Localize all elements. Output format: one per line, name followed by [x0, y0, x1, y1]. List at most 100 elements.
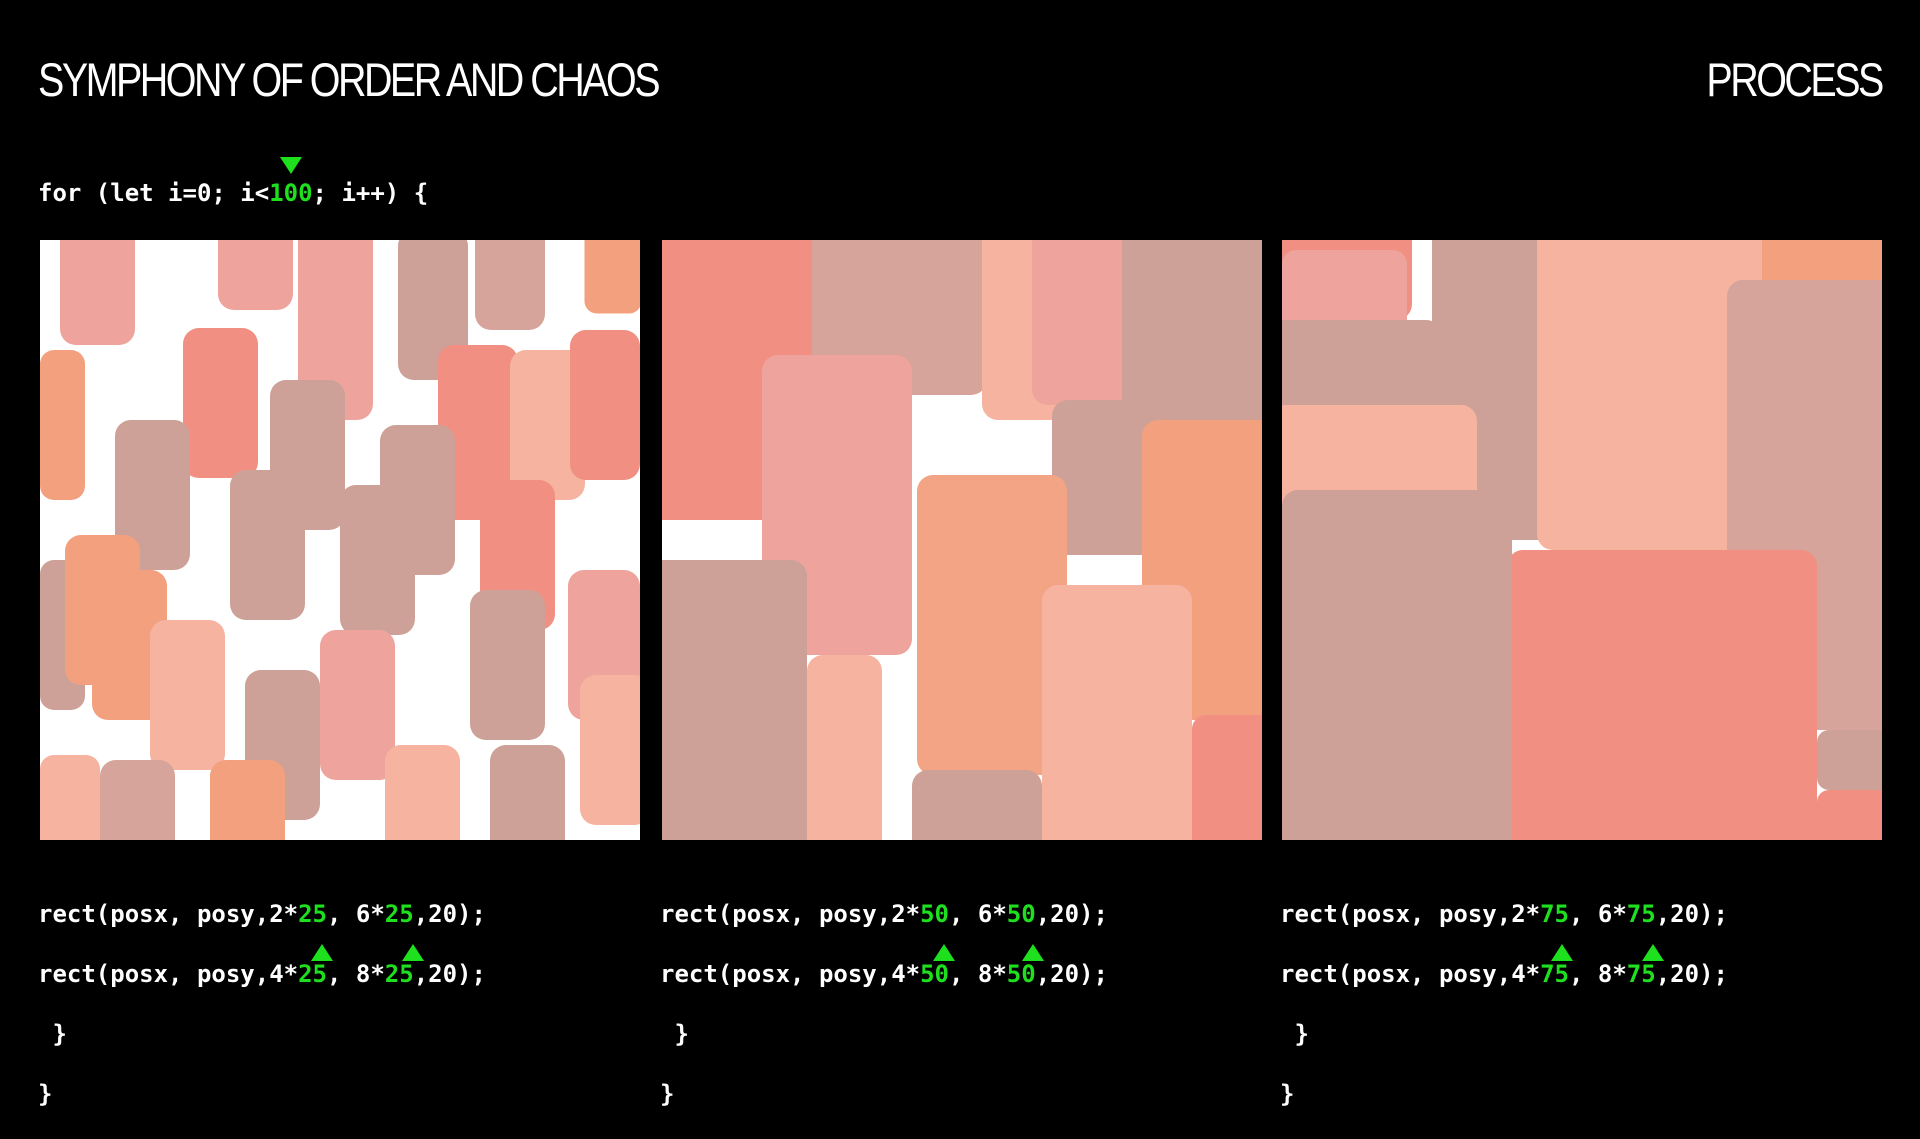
code-text: , 6*	[1569, 900, 1627, 928]
size-value: 25	[384, 900, 414, 928]
size-value: 50	[1006, 960, 1036, 988]
code-line-4: }	[1280, 1080, 1295, 1108]
code-text: ,20);	[1655, 900, 1728, 928]
code-line-1: rect(posx, posy,2*50, 6*50,20);	[660, 899, 1108, 929]
size-value: 75	[1626, 960, 1656, 988]
art-rect	[807, 655, 882, 840]
art-rect	[183, 328, 258, 478]
art-rect	[218, 240, 293, 310]
code-text: ,20);	[413, 960, 486, 988]
art-rect	[385, 745, 460, 840]
code-text: ,20);	[1035, 900, 1108, 928]
size-value: 75	[1540, 960, 1569, 988]
art-rect	[580, 675, 640, 825]
art-rect	[1122, 240, 1262, 420]
code-line-3: }	[38, 1020, 67, 1048]
code-text: , 8*	[1569, 960, 1627, 988]
art-rect	[662, 560, 807, 840]
art-rect	[1282, 490, 1512, 840]
size-value: 50	[920, 900, 949, 928]
code-line-3: }	[1280, 1020, 1309, 1048]
art-rect	[320, 630, 395, 780]
art-rect	[40, 350, 85, 500]
code-text: ,20);	[413, 900, 486, 928]
code-text: rect(posx, posy,4*	[1280, 960, 1541, 988]
art-rect	[912, 770, 1042, 840]
art-rect	[92, 570, 167, 720]
artwork-panel-2	[662, 240, 1262, 840]
code-text: rect(posx, posy,2*	[660, 900, 921, 928]
loop-code-before: for (let i=0; i<	[38, 179, 270, 207]
size-marker-triangle	[402, 944, 424, 961]
code-line-4: }	[660, 1080, 675, 1108]
code-text: ,20);	[1035, 960, 1108, 988]
art-rect	[150, 620, 225, 770]
size-marker-triangle	[1642, 944, 1664, 961]
code-text: rect(posx, posy,4*	[660, 960, 921, 988]
code-text: , 6*	[949, 900, 1007, 928]
art-rect	[581, 240, 640, 317]
code-block-1: rect(posx, posy,2*25, 6*25,20); rect(pos…	[38, 869, 486, 1139]
art-rect	[570, 330, 640, 480]
code-text: , 8*	[327, 960, 385, 988]
size-marker-triangle	[311, 944, 333, 961]
art-rect	[1282, 250, 1407, 340]
size-marker-triangle	[1022, 944, 1044, 961]
art-rect	[398, 240, 468, 380]
art-rect	[1507, 550, 1817, 840]
art-rect	[1042, 585, 1192, 840]
code-text: ,20);	[1655, 960, 1728, 988]
art-rect	[917, 475, 1067, 775]
art-rect	[340, 485, 415, 635]
size-value: 25	[298, 960, 327, 988]
art-rect	[115, 420, 190, 570]
loop-code-line: for (let i=0; i<100; i++) {	[38, 178, 428, 208]
art-rect	[1817, 730, 1882, 790]
section-label: PROCESS	[1706, 53, 1885, 106]
art-rect	[490, 745, 565, 840]
art-rect	[40, 755, 100, 840]
artwork-canvas-2	[662, 240, 1262, 840]
code-line-2: rect(posx, posy,4*50, 8*50,20);	[660, 959, 1108, 989]
artwork-canvas-3	[1282, 240, 1882, 840]
artwork-canvas-1	[40, 240, 640, 840]
art-rect	[438, 345, 518, 520]
code-line-1: rect(posx, posy,2*75, 6*75,20);	[1280, 899, 1728, 929]
size-marker-triangle	[1551, 944, 1573, 961]
size-value: 25	[384, 960, 414, 988]
size-value: 25	[298, 900, 327, 928]
loop-marker-triangle	[280, 157, 302, 174]
art-rect	[210, 760, 285, 840]
loop-count-value: 100	[269, 179, 313, 207]
artwork-panel-1	[40, 240, 640, 840]
code-block-2: rect(posx, posy,2*50, 6*50,20); rect(pos…	[660, 869, 1108, 1139]
code-line-3: }	[660, 1020, 689, 1048]
art-rect	[510, 350, 585, 500]
art-rect	[1817, 790, 1882, 840]
code-text: , 8*	[949, 960, 1007, 988]
code-block-3: rect(posx, posy,2*75, 6*75,20); rect(pos…	[1280, 869, 1728, 1139]
art-rect	[1537, 240, 1767, 550]
art-rect	[1192, 715, 1262, 840]
code-line-2: rect(posx, posy,4*25, 8*25,20);	[38, 959, 486, 989]
size-value: 75	[1540, 900, 1569, 928]
art-rect	[298, 240, 373, 420]
art-rect	[230, 470, 305, 620]
size-value: 75	[1626, 900, 1656, 928]
art-rect	[470, 590, 545, 740]
loop-code-after: ; i++) {	[312, 179, 429, 207]
code-line-2: rect(posx, posy,4*75, 8*75,20);	[1280, 959, 1728, 989]
code-text: , 6*	[327, 900, 385, 928]
code-line-1: rect(posx, posy,2*25, 6*25,20);	[38, 899, 486, 929]
code-text: rect(posx, posy,2*	[1280, 900, 1541, 928]
page-title: SYMPHONY OF ORDER AND CHAOS	[38, 53, 661, 106]
size-marker-triangle	[933, 944, 955, 961]
art-rect	[100, 760, 175, 840]
size-value: 50	[1006, 900, 1036, 928]
size-value: 50	[920, 960, 949, 988]
code-line-4: }	[38, 1080, 53, 1108]
art-rect	[60, 240, 135, 345]
code-text: rect(posx, posy,2*	[38, 900, 299, 928]
artwork-panel-3	[1282, 240, 1882, 840]
code-text: rect(posx, posy,4*	[38, 960, 299, 988]
